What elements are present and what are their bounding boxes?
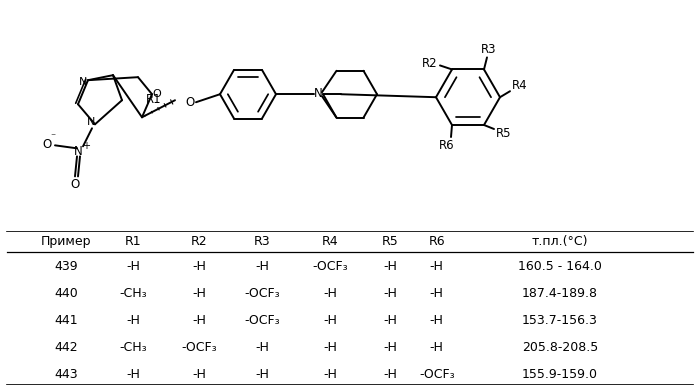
Text: -OCF₃: -OCF₃ (245, 287, 280, 300)
Text: -OCF₃: -OCF₃ (245, 314, 280, 327)
Text: N: N (314, 87, 323, 100)
Text: ⁻: ⁻ (50, 132, 55, 142)
Text: 443: 443 (55, 368, 78, 381)
Text: R4: R4 (322, 235, 339, 248)
Text: -H: -H (323, 341, 337, 354)
Text: -H: -H (323, 287, 337, 300)
Text: -H: -H (430, 260, 444, 273)
Text: -H: -H (126, 368, 140, 381)
Text: O: O (71, 178, 80, 191)
Text: 153.7-156.3: 153.7-156.3 (522, 314, 598, 327)
Text: 440: 440 (55, 287, 78, 300)
Text: R6: R6 (428, 235, 445, 248)
Text: -H: -H (256, 260, 270, 273)
Text: R5: R5 (496, 127, 512, 139)
Text: -OCF₃: -OCF₃ (419, 368, 454, 381)
Text: R5: R5 (382, 235, 399, 248)
Text: -H: -H (384, 287, 398, 300)
Text: -H: -H (384, 260, 398, 273)
Text: -H: -H (193, 260, 206, 273)
Text: Пример: Пример (41, 235, 92, 248)
Text: -H: -H (430, 314, 444, 327)
Text: 442: 442 (55, 341, 78, 354)
Text: R6: R6 (439, 139, 455, 152)
Text: N: N (87, 117, 95, 127)
Text: R2: R2 (191, 235, 208, 248)
Text: -H: -H (323, 314, 337, 327)
Text: R3: R3 (254, 235, 271, 248)
Text: -H: -H (430, 287, 444, 300)
Text: O: O (186, 96, 195, 109)
Text: R1: R1 (125, 235, 141, 248)
Text: 160.5 - 164.0: 160.5 - 164.0 (518, 260, 602, 273)
Text: O: O (43, 138, 52, 151)
Text: -H: -H (193, 287, 206, 300)
Text: R3: R3 (482, 43, 497, 56)
Text: -H: -H (384, 314, 398, 327)
Text: -H: -H (323, 368, 337, 381)
Text: 187.4-189.8: 187.4-189.8 (522, 287, 598, 300)
Text: -CH₃: -CH₃ (119, 341, 147, 354)
Text: -H: -H (193, 314, 206, 327)
Text: -H: -H (430, 341, 444, 354)
Text: 441: 441 (55, 314, 78, 327)
Text: -H: -H (256, 341, 270, 354)
Text: -H: -H (126, 314, 140, 327)
Text: +: + (82, 141, 90, 151)
Text: R4: R4 (512, 79, 528, 92)
Text: 205.8-208.5: 205.8-208.5 (522, 341, 598, 354)
Text: R1: R1 (146, 93, 162, 106)
Text: -H: -H (193, 368, 206, 381)
Text: -H: -H (126, 260, 140, 273)
Text: -OCF₃: -OCF₃ (313, 260, 348, 273)
Text: -H: -H (384, 368, 398, 381)
Text: 439: 439 (55, 260, 78, 273)
Text: N: N (74, 145, 83, 158)
Text: 155.9-159.0: 155.9-159.0 (522, 368, 598, 381)
Text: N: N (79, 77, 88, 87)
Text: O: O (153, 89, 162, 99)
Text: -CH₃: -CH₃ (119, 287, 147, 300)
Text: -H: -H (256, 368, 270, 381)
Text: -OCF₃: -OCF₃ (182, 341, 217, 354)
Text: -H: -H (384, 341, 398, 354)
Text: т.пл.(°С): т.пл.(°С) (532, 235, 588, 248)
Text: R2: R2 (422, 57, 438, 70)
